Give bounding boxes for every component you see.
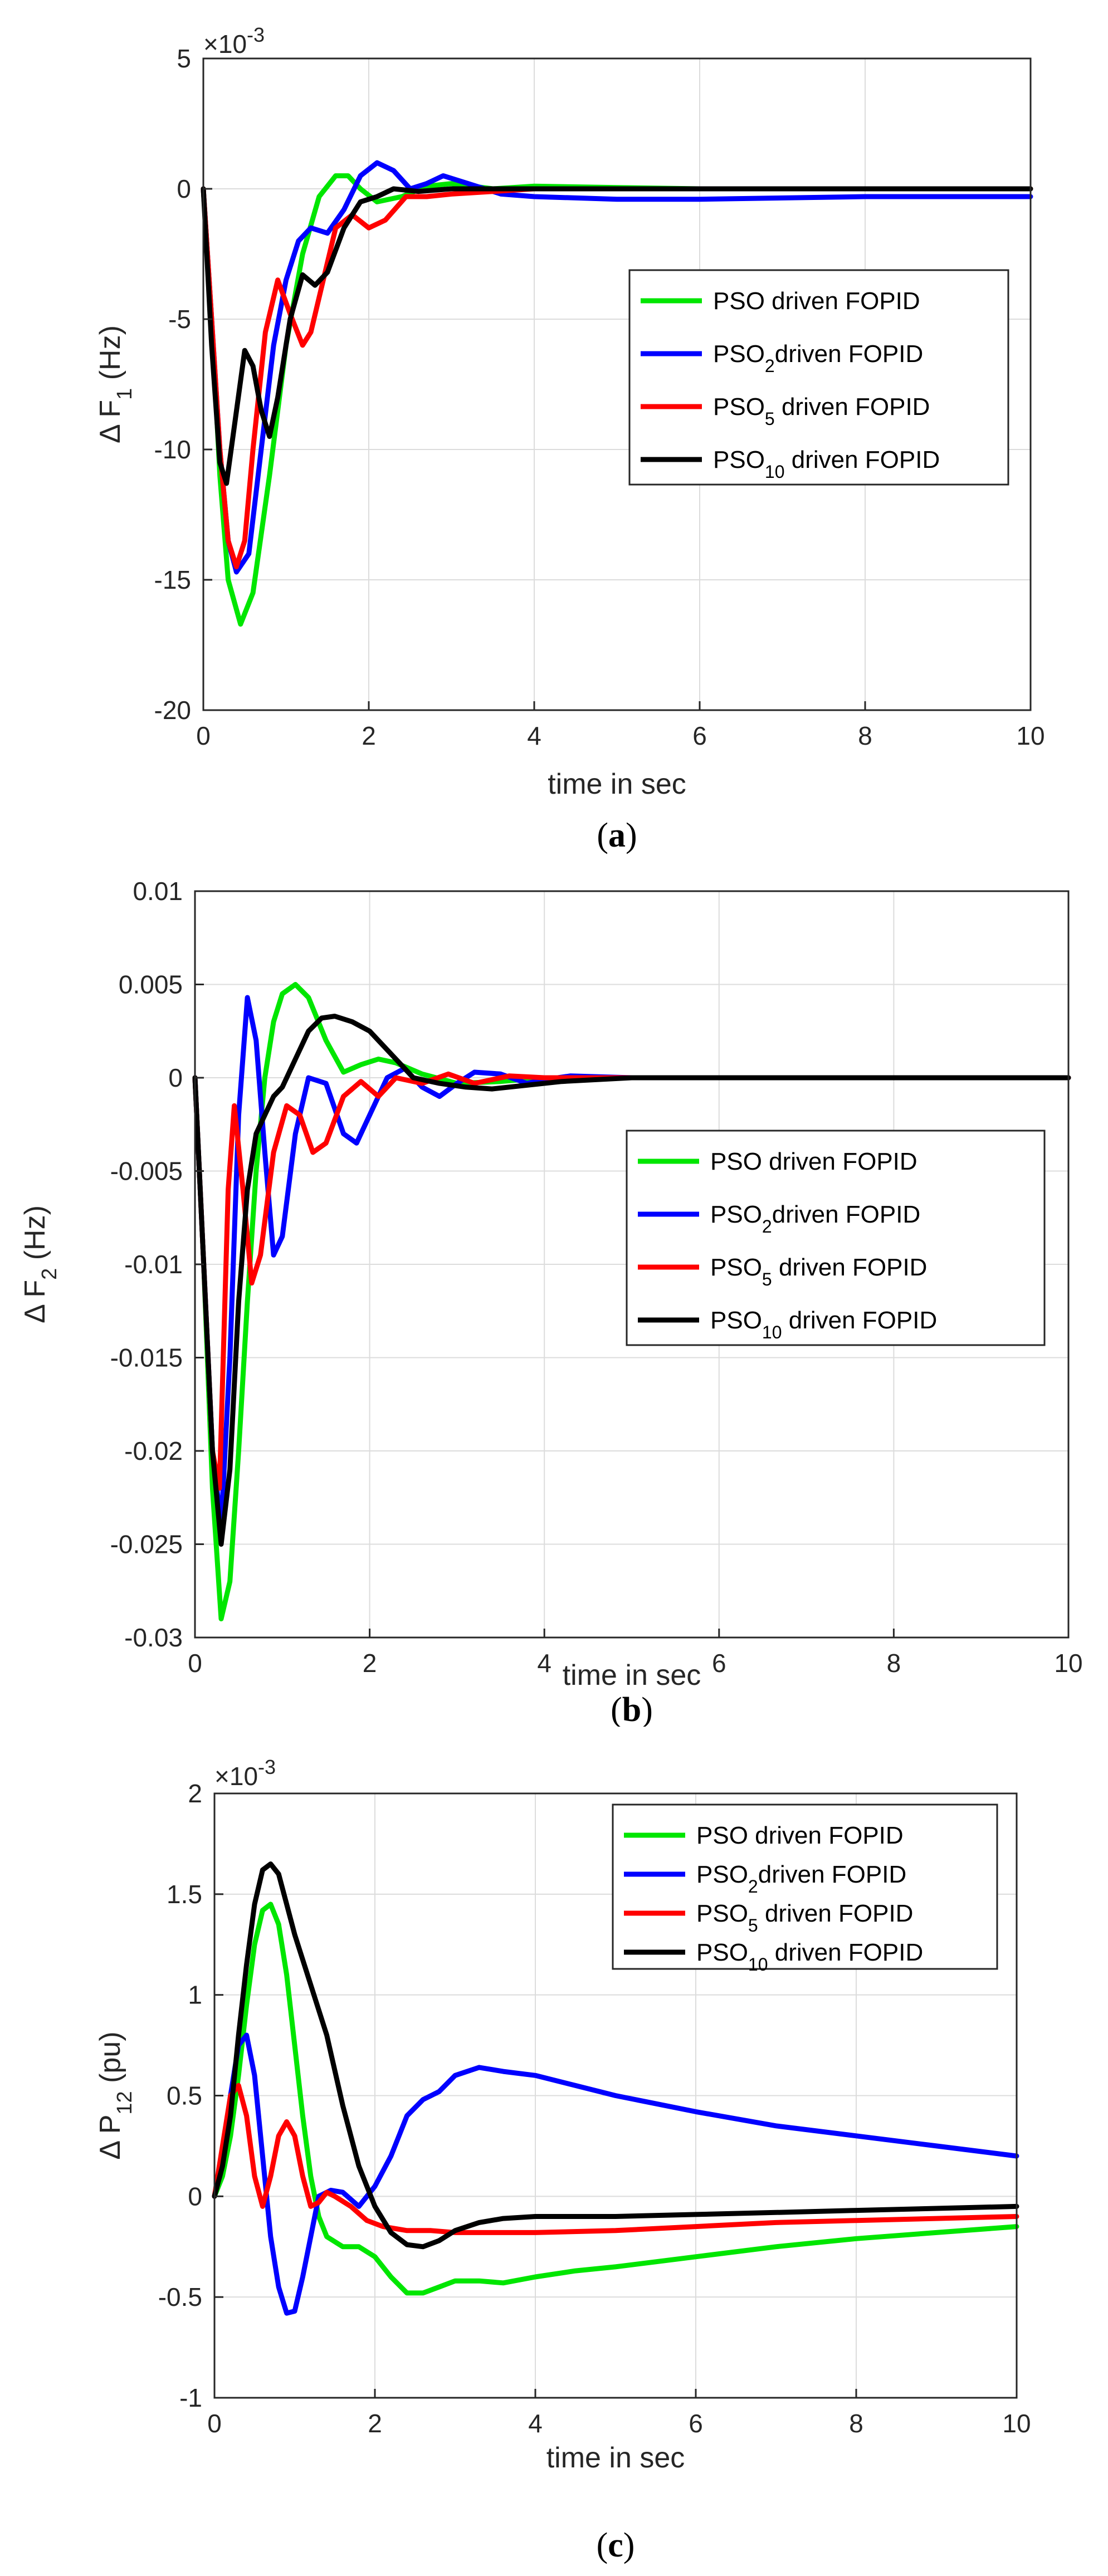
- chart-a-ytick-label: -20: [154, 696, 191, 725]
- chart-c-legend-box: [612, 1803, 998, 1970]
- chart-c-ytick-label: 1: [188, 1981, 202, 2010]
- caption-a: (a): [597, 817, 637, 854]
- caption-b: (b): [611, 1691, 653, 1727]
- chart-b-series-pso10-driven-fopid: [192, 1014, 1071, 1547]
- chart-a-series-pso10-driven-fopid: [201, 186, 1033, 486]
- chart-a-svg: 0 2 4 6 8 10 -20 -15 -10 -5 0 5 time in sec Δ F1 (H…: [94, 23, 1045, 855]
- chart-b-ytick-label: -0.025: [110, 1530, 183, 1559]
- chart-a-xlabel: time in sec: [548, 768, 686, 800]
- chart-c-legend-label-pso-driven-fopid: PSO driven FOPID: [696, 1822, 904, 1849]
- chart-b-xtick-label: 6: [712, 1649, 726, 1678]
- chart-c-xtick-label: 8: [849, 2409, 863, 2438]
- chart-c-series-pso2driven-fopid: [212, 2032, 1019, 2316]
- chart-c-legend-label-pso10-driven-fopid: PSO10 driven FOPID: [696, 1939, 923, 1974]
- chart-a-ytick-label: -5: [168, 305, 191, 334]
- chart-a-ylabel: Δ F1 (Hz): [94, 325, 136, 443]
- chart-c-ytick-label: 1.5: [167, 1880, 202, 1909]
- chart-b-ytick-label: -0.02: [124, 1436, 183, 1465]
- chart-c-ytick-label: 0: [188, 2182, 202, 2211]
- chart-a-legend-label-pso10-driven-fopid: PSO10 driven FOPID: [713, 446, 940, 482]
- chart-a-axes-box: [202, 57, 1032, 711]
- chart-a-exponent: ×10-3: [203, 23, 265, 59]
- chart-a-ytick-label: -15: [154, 565, 191, 594]
- chart-b-ytick-label: -0.01: [124, 1250, 183, 1279]
- chart-c-series-pso5-driven-fopid: [212, 2083, 1019, 2235]
- chart-a-legend-label-pso2driven-fopid: PSO2driven FOPID: [713, 340, 923, 376]
- chart-c-legend-label-pso2driven-fopid: PSO2driven FOPID: [696, 1861, 906, 1896]
- chart-c-xtick-label: 4: [528, 2409, 543, 2438]
- chart-b-legend-label-pso2driven-fopid: PSO2driven FOPID: [710, 1201, 920, 1236]
- chart-c-xtick-label: 0: [207, 2409, 222, 2438]
- chart-b-ytick-label: -0.005: [110, 1157, 183, 1186]
- chart-a-xtick-label: 4: [527, 721, 541, 750]
- chart-a-xtick-label: 0: [196, 721, 211, 750]
- chart-b-ytick-label: -0.03: [124, 1623, 183, 1652]
- chart-c-ytick-label: 2: [188, 1779, 202, 1808]
- chart-c-xtick-label: 10: [1002, 2409, 1031, 2438]
- chart-a-xtick-label: 10: [1016, 721, 1044, 750]
- chart-c-xtick-label: 6: [689, 2409, 703, 2438]
- chart-b-xtick-label: 0: [188, 1649, 202, 1678]
- chart-a-xtick-label: 8: [858, 721, 872, 750]
- chart-a-xtick-label: 6: [692, 721, 707, 750]
- chart-b-xtick-label: 2: [363, 1649, 377, 1678]
- chart-c-legend-label-pso5-driven-fopid: PSO5 driven FOPID: [696, 1900, 913, 1935]
- chart-a-ytick-label: 0: [177, 174, 191, 203]
- panel-b: 0 2 4 6 8 10 -0.03 -0.025 -0.02 -0.015 -0.01 -0.005…: [0, 858, 1108, 1727]
- chart-c-ytick-label: 0.5: [167, 2081, 202, 2110]
- chart-b-series-pso5-driven-fopid: [192, 1071, 1071, 1491]
- chart-b-xtick-label: 8: [887, 1649, 901, 1678]
- chart-c-svg: 0 2 4 6 8 10 -1 -0.5 0 0.5 1 1.5 2 time in sec Δ P12…: [94, 1756, 1031, 2565]
- caption-c: (c): [597, 2526, 635, 2564]
- chart-c-ylabel: Δ P12 (pu): [94, 2031, 136, 2159]
- chart-c-ytick-label: -0.5: [158, 2282, 202, 2311]
- chart-b-xtick-label: 10: [1054, 1649, 1082, 1678]
- chart-a-legend-label-pso5-driven-fopid: PSO5 driven FOPID: [713, 393, 930, 429]
- chart-c-series-pso10-driven-fopid: [212, 1861, 1019, 2250]
- chart-b-xlabel: time in sec: [563, 1659, 701, 1692]
- chart-c-series-pso-driven-fopid: [212, 1902, 1019, 2296]
- chart-b-ytick-label: 0.005: [119, 970, 183, 999]
- chart-b-ytick-label: -0.015: [110, 1343, 183, 1372]
- chart-c-exponent: ×10-3: [214, 1756, 276, 1791]
- chart-c-xtick-label: 2: [368, 2409, 382, 2438]
- panel-a: 0 2 4 6 8 10 -20 -15 -10 -5 0 5 time in sec Δ F1 (H…: [0, 0, 1108, 858]
- chart-b-svg: 0 2 4 6 8 10 -0.03 -0.025 -0.02 -0.015 -0.01 -0.005…: [19, 877, 1083, 1727]
- chart-a-series-pso2driven-fopid: [201, 160, 1033, 575]
- chart-a-xtick-label: 2: [362, 721, 376, 750]
- chart-b-legend-label-pso10-driven-fopid: PSO10 driven FOPID: [710, 1307, 937, 1342]
- chart-a-legend-label-pso-driven-fopid: PSO driven FOPID: [713, 287, 920, 315]
- panel-c: 0 2 4 6 8 10 -1 -0.5 0 0.5 1 1.5 2 time in sec Δ P12…: [0, 1727, 1108, 2576]
- chart-a-legend-box: [628, 269, 1009, 486]
- chart-b-ytick-label: 0.01: [133, 877, 183, 906]
- chart-b-ylabel: Δ F2 (Hz): [19, 1205, 61, 1323]
- chart-b-xtick-label: 4: [537, 1649, 551, 1678]
- chart-b-legend-label-pso-driven-fopid: PSO driven FOPID: [710, 1148, 917, 1175]
- chart-a-ytick-label: -10: [154, 435, 191, 464]
- chart-c-ytick-label: -1: [179, 2383, 202, 2412]
- chart-c-xlabel: time in sec: [546, 2442, 685, 2474]
- chart-b-legend-label-pso5-driven-fopid: PSO5 driven FOPID: [710, 1254, 927, 1289]
- chart-a-ytick-label: 5: [177, 44, 191, 73]
- chart-b-legend-box: [626, 1130, 1046, 1346]
- chart-b-ytick-label: 0: [168, 1063, 183, 1092]
